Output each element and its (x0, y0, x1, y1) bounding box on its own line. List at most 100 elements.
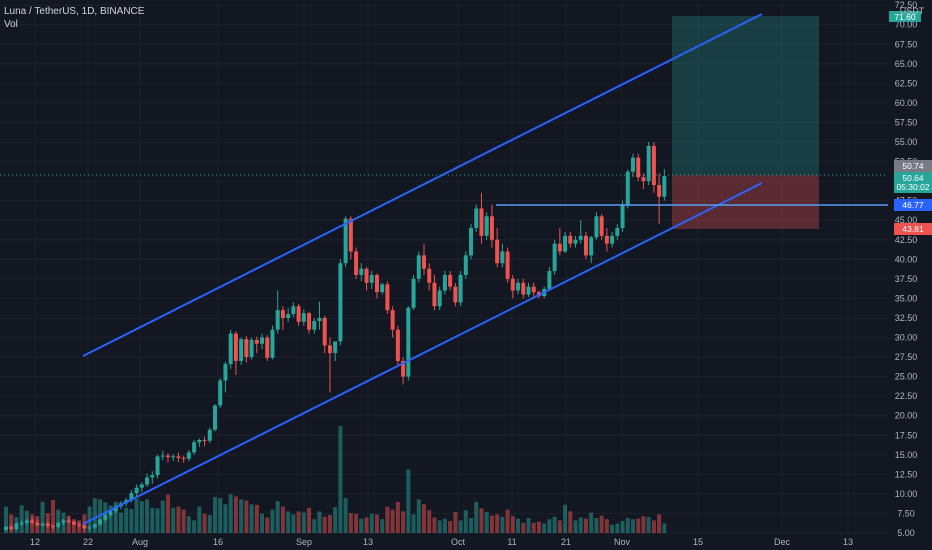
volume-bar (197, 506, 202, 533)
candle-body (641, 177, 646, 182)
candle-body (521, 282, 526, 295)
candle-body (557, 243, 562, 252)
candle-body (484, 216, 489, 236)
volume-bar (479, 508, 484, 533)
prev-price-badge (894, 160, 932, 172)
volume-bar (239, 499, 244, 533)
candle-body (463, 255, 468, 275)
lower-channel-line[interactable] (82, 182, 763, 525)
candle-body (9, 526, 14, 530)
candle-body (615, 228, 620, 236)
candle-body (531, 286, 536, 293)
volume-bar (442, 518, 447, 533)
volume-bar (322, 516, 327, 533)
volume-bar (296, 511, 301, 533)
volume-bar (307, 507, 312, 533)
candle-body (218, 380, 223, 406)
volume-bar (348, 513, 353, 533)
candle-body (223, 364, 228, 381)
candle-body (160, 455, 165, 457)
volume-bar (422, 504, 426, 533)
volume-bar (286, 511, 291, 533)
candle-body (260, 337, 265, 344)
candle-body (458, 274, 463, 303)
volume-bar (615, 523, 620, 533)
candle-body (30, 520, 35, 523)
candle-body (286, 314, 291, 318)
price-tick: 7.50 (897, 508, 915, 518)
time-axis[interactable]: 12 22 Aug 16 Sep 13 Oct 11 21 Nov 15 Dec 13 (30, 537, 853, 547)
volume-bar (432, 517, 437, 533)
symbol-title[interactable]: Luna / TetherUS, 1D, BINANCE (4, 6, 145, 17)
candle-body (113, 506, 118, 512)
volume-bar (573, 520, 578, 533)
level-badge (894, 199, 932, 211)
candle-body (134, 487, 139, 494)
volume-bar (186, 516, 191, 533)
volume-legend[interactable]: Vol (4, 19, 18, 30)
volume-bar (401, 511, 406, 533)
volume-bar (51, 500, 56, 533)
price-tick: 5.00 (897, 528, 915, 538)
price-tick: 62.50 (895, 78, 918, 88)
volume-bar (249, 504, 254, 533)
volume-bar (291, 514, 296, 533)
candles (4, 142, 667, 531)
volume-bar (265, 517, 270, 533)
candle-body (35, 522, 40, 526)
volume-bar (604, 519, 609, 533)
volume-bar (66, 515, 71, 533)
candle-body (662, 176, 667, 197)
candle-body (87, 527, 92, 529)
candle-body (369, 274, 374, 283)
volume-bar (327, 515, 332, 533)
candle-body (254, 339, 259, 344)
candle-body (395, 329, 400, 361)
volume-bar (411, 514, 416, 533)
last-price-badge (894, 172, 932, 193)
volume-bar (568, 511, 573, 533)
volume-bar (516, 518, 521, 533)
candle-body (390, 310, 395, 330)
candle-body (495, 239, 500, 264)
volume-bar (589, 512, 594, 533)
upper-channel-line[interactable] (82, 13, 763, 357)
trade-zones (672, 16, 819, 229)
volume-bar (610, 524, 615, 533)
volume-bar (563, 504, 568, 533)
candle-body (181, 457, 186, 459)
candle-body (228, 333, 233, 365)
time-tick: Dec (774, 537, 791, 547)
candle-body (578, 235, 583, 240)
volume-bar (124, 507, 129, 533)
candle-body (108, 511, 113, 516)
volume-bar (427, 510, 432, 533)
candle-body (265, 337, 270, 358)
candle-body (568, 235, 573, 244)
volume-bar (71, 519, 76, 533)
candle-body (155, 456, 160, 476)
candle-body (432, 282, 437, 307)
volume-bar (218, 498, 223, 533)
volume-bar (40, 501, 45, 533)
candle-body (401, 360, 406, 377)
volume-bar (474, 501, 479, 533)
loss-zone[interactable] (672, 175, 819, 229)
currency-label: USDT (900, 6, 925, 16)
candle-body (301, 313, 306, 322)
candle-body (343, 218, 348, 264)
candle-body (411, 278, 416, 308)
volume-bar (406, 469, 411, 533)
volume-bar (599, 515, 604, 533)
candle-body (145, 477, 150, 485)
profit-zone[interactable] (672, 16, 819, 175)
price-axis[interactable]: 72.50 70.00 67.50 65.00 62.50 60.00 57.50 55.00… (895, 0, 918, 538)
volume-bar (118, 512, 123, 533)
time-tick: 12 (30, 537, 40, 547)
candle-body (510, 278, 515, 291)
candle-body (322, 317, 327, 346)
candle-body (4, 526, 8, 530)
time-tick: 13 (843, 537, 853, 547)
candle-body (552, 243, 557, 272)
